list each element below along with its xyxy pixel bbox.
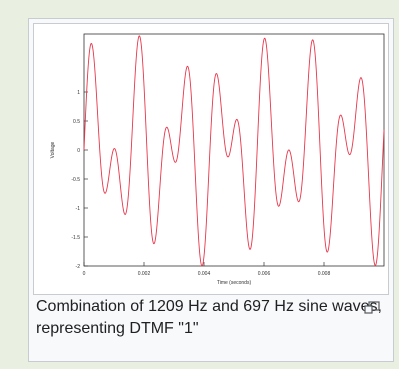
plot-frame [83,33,385,267]
figure-caption: Combination of 1209 Hz and 697 Hz sine w… [36,298,382,337]
figure-thumbnail: 1 0.5 0 -0.5 -1 -1.5 -2 0 0.002 0.004 0.006 0.008 Ti… [28,18,394,362]
x-tick-label: 0.002 [138,271,151,277]
x-tick-label: 0.006 [258,271,271,277]
magnify-clip-icon[interactable] [364,301,380,315]
x-tick-label: 0 [83,271,86,277]
y-tick-label: -1 [76,206,81,212]
y-tick-label: -2 [76,264,81,270]
y-tick-label: 0 [77,148,80,154]
x-tick-label: 0.004 [198,271,211,277]
y-axis-label: Voltage [50,141,56,158]
dtmf-waveform-chart: 10.50-0.5-1-1.5-20 0.002 0.004 0.006 0.008Ti… [50,33,385,286]
y-tick-label: 1 [77,90,80,96]
figure-image[interactable]: 1 0.5 0 -0.5 -1 -1.5 -2 0 0.002 0.004 0.006 0.008 Ti… [33,23,389,295]
x-axis-label: Time (seconds) [217,280,252,286]
y-tick-label: -1.5 [71,235,80,241]
waveform-line [83,35,385,267]
y-tick-label: -0.5 [71,177,80,183]
y-tick-label: 0.5 [73,119,80,125]
x-tick-label: 0.008 [318,271,331,277]
